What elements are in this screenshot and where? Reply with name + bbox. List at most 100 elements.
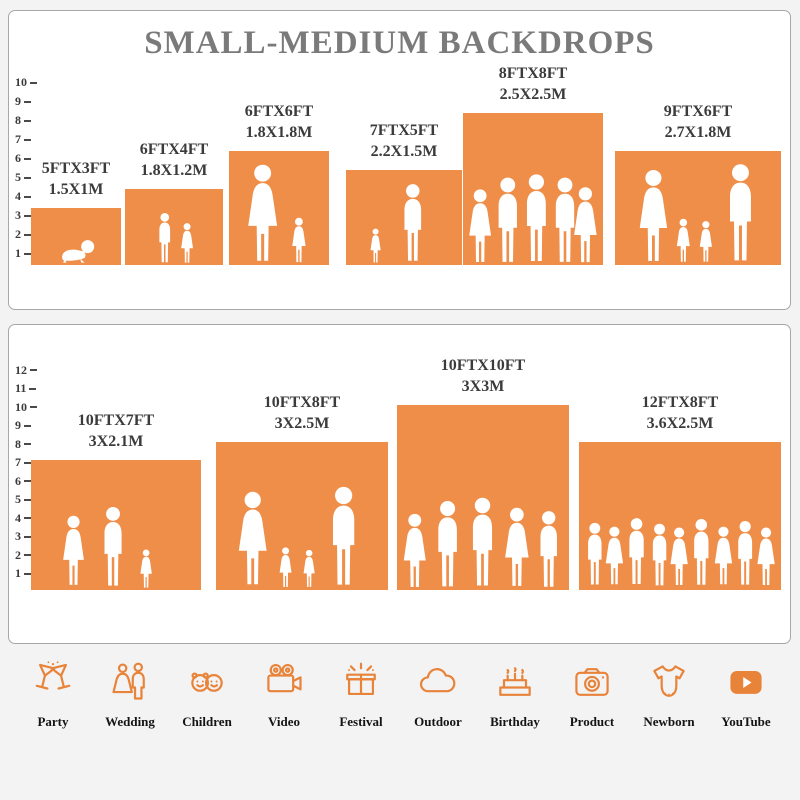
ruler-mark: 4 [15, 187, 37, 206]
backdrop-rect [463, 113, 603, 265]
tick-mark [24, 233, 31, 236]
ruler-mark: 4 [15, 509, 37, 528]
crowd-silhouette [588, 518, 775, 586]
festival-gift-icon [346, 662, 376, 696]
category-label: Children [182, 714, 232, 729]
category-label: Party [37, 714, 69, 729]
ruler-number: 8 [15, 113, 21, 127]
backdrop-rect [125, 189, 223, 265]
backdrop-size-label: 10FTX8FT 3X2.5M [264, 392, 340, 435]
size-m: 3X2.5M [274, 415, 330, 433]
backdrop-6ftx4ft: 6FTX4FT 1.8X1.2M [125, 139, 223, 265]
backdrop-size-label: 8FTX8FT 2.5X2.5M [499, 63, 567, 106]
tick-mark [30, 406, 37, 409]
category-wedding: Wedding [103, 660, 157, 730]
ruler-number: 4 [15, 189, 21, 203]
backdrop-rect [216, 442, 388, 590]
ruler-mark: 10 [15, 398, 37, 417]
size-m: 3.6X2.5M [646, 415, 714, 433]
newborn-onesie-icon [653, 665, 685, 697]
ruler-number: 4 [15, 510, 21, 525]
ruler-number: 2 [15, 227, 21, 241]
ruler-mark: 1 [15, 244, 37, 263]
backdrop-size-label: 7FTX5FT 2.2X1.5M [370, 120, 438, 163]
ruler-mark: 11 [15, 380, 37, 399]
backdrop-9ftx6ft: 9FTX6FT 2.7X1.8M [615, 101, 781, 265]
backdrop-size-label: 5FTX3FT 1.5X1M [42, 158, 110, 201]
tick-mark [24, 100, 31, 103]
ruler-number: 12 [15, 362, 27, 377]
category-party: Party [26, 660, 80, 730]
tick-mark [24, 498, 31, 501]
ruler-number: 3 [15, 529, 21, 544]
category-label: Video [267, 714, 301, 729]
category-label: Product [569, 714, 615, 729]
birthday-cake-icon [499, 667, 531, 696]
ruler-mark: 5 [15, 168, 37, 187]
size-m: 1.8X1.2M [140, 162, 208, 180]
backdrop-rect [229, 151, 329, 265]
ruler-number: 8 [15, 436, 21, 451]
backdrop-10ftx10ft: 10FTX10FT 3X3M [397, 355, 569, 590]
ruler-number: 10 [15, 75, 27, 89]
size-m: 3X2.1M [88, 433, 144, 451]
ruler-mark: 12 [15, 361, 37, 380]
ruler-number: 11 [15, 381, 27, 396]
size-ft: 10FTX10FT [440, 356, 526, 374]
ruler-number: 3 [15, 208, 21, 222]
category-festival: Festival [334, 660, 388, 730]
category-newborn: Newborn [642, 660, 696, 730]
ruler-mark: 6 [15, 149, 37, 168]
ruler-mark: 6 [15, 472, 37, 491]
ruler-number: 2 [15, 547, 21, 562]
group-silhouette [469, 173, 597, 262]
size-m: 2.5X2.5M [499, 86, 567, 104]
size-m: 1.8X1.8M [245, 124, 313, 142]
category-label: Newborn [643, 714, 695, 729]
size-ft: 8FTX8FT [498, 64, 568, 82]
ruler-mark: 8 [15, 435, 37, 454]
ruler-number: 6 [15, 473, 21, 488]
backdrop-size-label: 10FTX10FT 3X3M [441, 355, 525, 398]
ruler-number: 10 [15, 399, 27, 414]
size-ft: 10FTX7FT [77, 411, 155, 429]
ruler-number: 9 [15, 418, 21, 433]
father-child-silhouette [370, 184, 422, 263]
size-ft: 12FTX8FT [641, 393, 719, 411]
tick-mark [24, 157, 31, 160]
backdrop-rect [31, 460, 201, 590]
family-silhouette [238, 487, 355, 588]
product-camera-icon [575, 668, 609, 696]
size-ft: 6FTX4FT [139, 140, 209, 158]
tick-mark [24, 195, 31, 198]
youtube-play-icon [730, 671, 762, 694]
family-silhouette [639, 164, 751, 262]
tick-mark [24, 535, 31, 538]
backdrop-rect [346, 170, 462, 265]
ruler-number: 1 [15, 566, 21, 581]
ruler-mark: 2 [15, 225, 37, 244]
wedding-couple-icon [112, 662, 145, 700]
category-youtube: YouTube [719, 660, 773, 730]
tick-mark [24, 252, 31, 255]
party-glasses-icon [35, 661, 71, 690]
category-video: Video [257, 660, 311, 730]
backdrop-10ftx8ft: 10FTX8FT 3X2.5M [216, 392, 388, 590]
tick-mark [24, 572, 31, 575]
category-label: Outdoor [414, 714, 462, 729]
ruler-mark: 2 [15, 546, 37, 565]
tick-mark [30, 369, 37, 372]
size-m: 1.5X1M [48, 181, 104, 199]
category-label: YouTube [721, 714, 771, 729]
ruler-mark: 9 [15, 92, 37, 111]
backdrop-size-label: 9FTX6FT 2.7X1.8M [664, 101, 732, 144]
ruler-mark: 7 [15, 130, 37, 149]
ruler-mark: 3 [15, 528, 37, 547]
category-product: Product [565, 660, 619, 730]
tick-mark [24, 554, 31, 557]
backdrop-7ftx5ft: 7FTX5FT 2.2X1.5M [346, 120, 462, 265]
category-label: Birthday [490, 714, 540, 729]
children-faces-icon [191, 672, 223, 692]
tick-mark [29, 387, 37, 390]
